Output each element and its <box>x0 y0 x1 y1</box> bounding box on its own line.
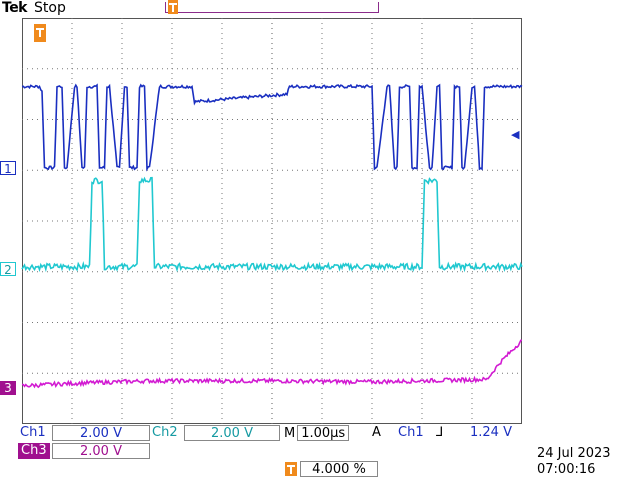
ch3-label: Ch3 <box>18 443 50 459</box>
ch3-waveform <box>21 339 523 389</box>
acquisition-status: Stop <box>34 0 66 16</box>
ch3-scale: 2.00 V <box>52 443 150 459</box>
waveform-traces <box>21 83 523 389</box>
ch2-ground-marker[interactable]: 2 <box>0 262 16 277</box>
timebase-value: 1.00µs <box>297 425 350 441</box>
top-status-bar: Tek Stop <box>0 0 640 18</box>
trigger-position: 4.000 % <box>300 461 378 477</box>
brand-logo: Tek <box>2 0 28 16</box>
ch3-ground-marker[interactable]: 3 <box>0 381 16 395</box>
trigger-level-arrow-icon: ◀ <box>511 128 520 141</box>
trigger-point-icon <box>34 24 46 42</box>
timebase-label: M <box>284 426 296 441</box>
ch2-scale: 2.00 V <box>184 425 280 441</box>
trigger-source: Ch1 <box>398 425 424 440</box>
trigger-slope-icon: ⅃ <box>436 425 444 440</box>
date-readout: 24 Jul 2023 <box>537 446 611 461</box>
record-position-bar <box>165 2 379 13</box>
ch1-label: Ch1 <box>20 425 46 440</box>
graticule-lines <box>22 18 522 424</box>
time-readout: 07:00:16 <box>537 462 596 477</box>
trigger-position-icon <box>168 0 178 14</box>
ch1-ground-marker[interactable]: 1 <box>0 161 16 176</box>
trigger-mode: A <box>372 425 381 440</box>
timebase-readout: M 1.00µs <box>284 425 350 442</box>
ch1-scale: 2.00 V <box>52 425 150 441</box>
trigger-icon <box>285 462 297 476</box>
ch2-waveform <box>21 176 523 273</box>
ch2-label: Ch2 <box>152 425 178 440</box>
ch1-waveform <box>21 83 523 172</box>
trigger-level: 1.24 V <box>470 425 512 440</box>
